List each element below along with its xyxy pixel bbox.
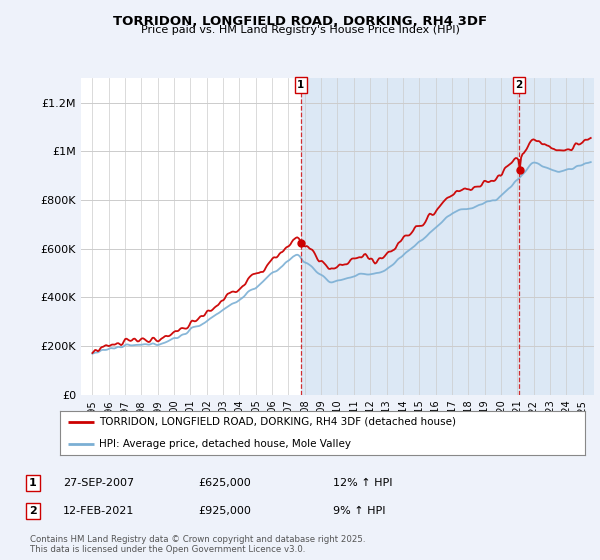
Text: TORRIDON, LONGFIELD ROAD, DORKING, RH4 3DF (detached house): TORRIDON, LONGFIELD ROAD, DORKING, RH4 3… <box>100 417 457 427</box>
Text: 2: 2 <box>29 506 37 516</box>
Text: 2: 2 <box>515 80 523 90</box>
Text: 9% ↑ HPI: 9% ↑ HPI <box>333 506 386 516</box>
Bar <box>301 78 594 395</box>
Text: £625,000: £625,000 <box>198 478 251 488</box>
Text: Contains HM Land Registry data © Crown copyright and database right 2025.
This d: Contains HM Land Registry data © Crown c… <box>30 535 365 554</box>
Text: HPI: Average price, detached house, Mole Valley: HPI: Average price, detached house, Mole… <box>100 439 352 449</box>
Text: 12-FEB-2021: 12-FEB-2021 <box>63 506 134 516</box>
Text: Price paid vs. HM Land Registry's House Price Index (HPI): Price paid vs. HM Land Registry's House … <box>140 25 460 35</box>
Text: £925,000: £925,000 <box>198 506 251 516</box>
Text: 1: 1 <box>297 80 304 90</box>
Text: 12% ↑ HPI: 12% ↑ HPI <box>333 478 392 488</box>
Text: TORRIDON, LONGFIELD ROAD, DORKING, RH4 3DF: TORRIDON, LONGFIELD ROAD, DORKING, RH4 3… <box>113 15 487 27</box>
Text: 27-SEP-2007: 27-SEP-2007 <box>63 478 134 488</box>
Text: 1: 1 <box>29 478 37 488</box>
